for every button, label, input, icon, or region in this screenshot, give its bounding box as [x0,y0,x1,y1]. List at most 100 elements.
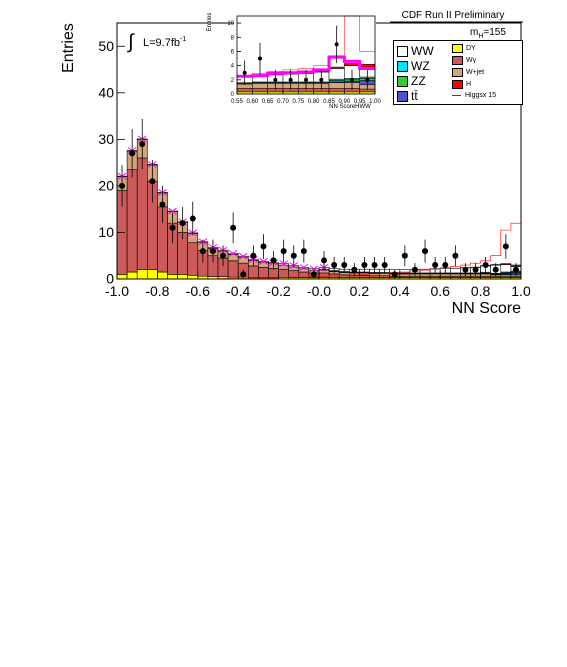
data-point-23 [351,266,358,273]
data-point-19 [310,271,317,278]
x-tick-label-5: 0.80 [308,99,320,105]
data-point-12 [240,271,247,278]
bar-DY-6 [177,274,189,280]
data-point-36 [482,262,489,269]
integral-symbol: ∫ [127,31,135,53]
hatch-mark-5 [168,207,177,215]
legend-item-ttbar: tt̄ [397,89,418,103]
legend-item-ZZ: ZZ [397,74,426,88]
main-axes: -1.0 -0.8 -0.6 -0.4 -0.2 -0.0 0.2 0.4 0.6 0.8 1.00… [98,38,531,299]
bar-Wgamma-24 [359,274,370,278]
legend-item-H: H [452,80,471,89]
data-point-5 [169,224,176,231]
data-point-11 [230,224,237,231]
data-point-7 [189,215,196,222]
data-point-4 [159,201,166,208]
data-point-24 [361,262,368,269]
data-point-29 [411,266,418,273]
y-tick-label-0: 0 [231,92,235,98]
bar-Wjet-11 [227,254,239,262]
y-tick-label-4: 8 [231,35,235,41]
x-tick-label-9: 1.00 [369,99,381,105]
bar-H-6 [328,66,345,69]
data-point-27 [391,271,398,278]
bar-Wgamma-1 [126,169,138,273]
legend-item-WW: WW [397,44,434,58]
legend-label-WW: WW [411,44,434,58]
legend-label-H: H [466,81,472,88]
inset-plot-frame [236,15,376,95]
y-tick-label-2: 20 [98,178,114,194]
bar-Wgamma-16 [278,268,290,278]
x-tick-label-8: 0.95 [354,99,366,105]
bar-DY-4 [157,271,168,280]
data-point-2 [273,77,278,82]
legend-swatch-Wgamma [452,56,463,65]
data-point-35 [472,266,479,273]
legend-swatch-WZ [397,60,408,72]
bar-Wgamma-18 [298,271,310,278]
bar-DY-1 [126,271,138,280]
x-tick-label-2: 0.65 [262,99,274,105]
bar-WW-28 [399,269,411,274]
data-point-26 [381,262,388,269]
hatch-mark-19 [309,265,319,273]
bar-WW-38 [500,264,512,273]
data-point-7 [350,77,354,82]
data-point-10 [220,252,227,259]
legend-label-Wjet: W+jet [466,69,485,76]
x-tick-label-3: 0.70 [277,99,289,105]
legend-item-DY: DY [452,44,476,53]
legend: WW WZ ZZ tt̄ DY Wγ W+jet H Higgsx 15 [393,40,523,105]
hatch-mark-18 [299,263,309,271]
data-point-30 [422,248,429,255]
bar-Wjet-28 [399,273,411,277]
hatch-mark-16 [279,260,288,268]
data-point-5 [319,77,324,82]
chart-header-title: CDF Run II Preliminary [402,10,505,21]
x-tick-label-8: 0.6 [430,283,450,299]
inset-histogram [236,15,376,95]
data-point-3 [288,77,293,82]
legend-item-WZ: WZ [397,59,430,73]
bar-Wgamma-13 [248,265,259,278]
y-tick-label-2: 4 [231,64,235,70]
data-point-20 [321,257,328,264]
hatch-mark-12 [238,252,248,260]
inset-y-axis-title: Entries [207,13,213,32]
data-point-0 [242,70,247,75]
legend-item-Wjet: W+jet [452,68,484,77]
x-tick-label-6: 0.2 [350,283,370,299]
x-tick-label-10: 1.0 [511,283,531,299]
bar-Wjet-36 [480,273,492,277]
bar-Wgamma-2 [136,157,148,270]
data-point-31 [432,262,439,269]
bar-DY-2 [136,269,148,280]
data-point-28 [401,252,408,259]
x-tick-label-2: -0.6 [186,283,210,299]
data-point-38 [502,243,509,250]
y-axis-title: Entries [60,23,77,73]
main-histogram [116,118,522,280]
data-point-15 [270,257,277,264]
bar-Wgamma-7 [187,242,199,276]
data-point-1 [258,56,262,61]
legend-item-Wgamma: Wγ [452,56,476,65]
legend-swatch-WW [397,45,408,57]
legend-swatch-ttbar [397,90,408,102]
y-tick-label-5: 10 [227,21,234,27]
bar-Wgamma-17 [288,270,300,278]
x-tick-label-1: -0.8 [145,283,169,299]
x-tick-label-0: 0.55 [231,99,243,105]
legend-label-Higgs_line: Higgsx 15 [465,92,497,99]
data-point-6 [334,42,339,47]
data-point-39 [512,266,519,273]
y-tick-label-3: 6 [231,49,235,55]
x-tick-label-3: -0.4 [226,283,250,299]
data-point-25 [371,262,378,269]
legend-item-Higgs_line: Higgsx 15 [452,92,496,99]
inset-axes: 0.55 0.60 0.65 0.70 0.75 0.80 0.85 0.90 0.95 1.00… [227,21,381,105]
bar-Wgamma-11 [227,260,239,278]
data-point-6 [179,220,186,227]
